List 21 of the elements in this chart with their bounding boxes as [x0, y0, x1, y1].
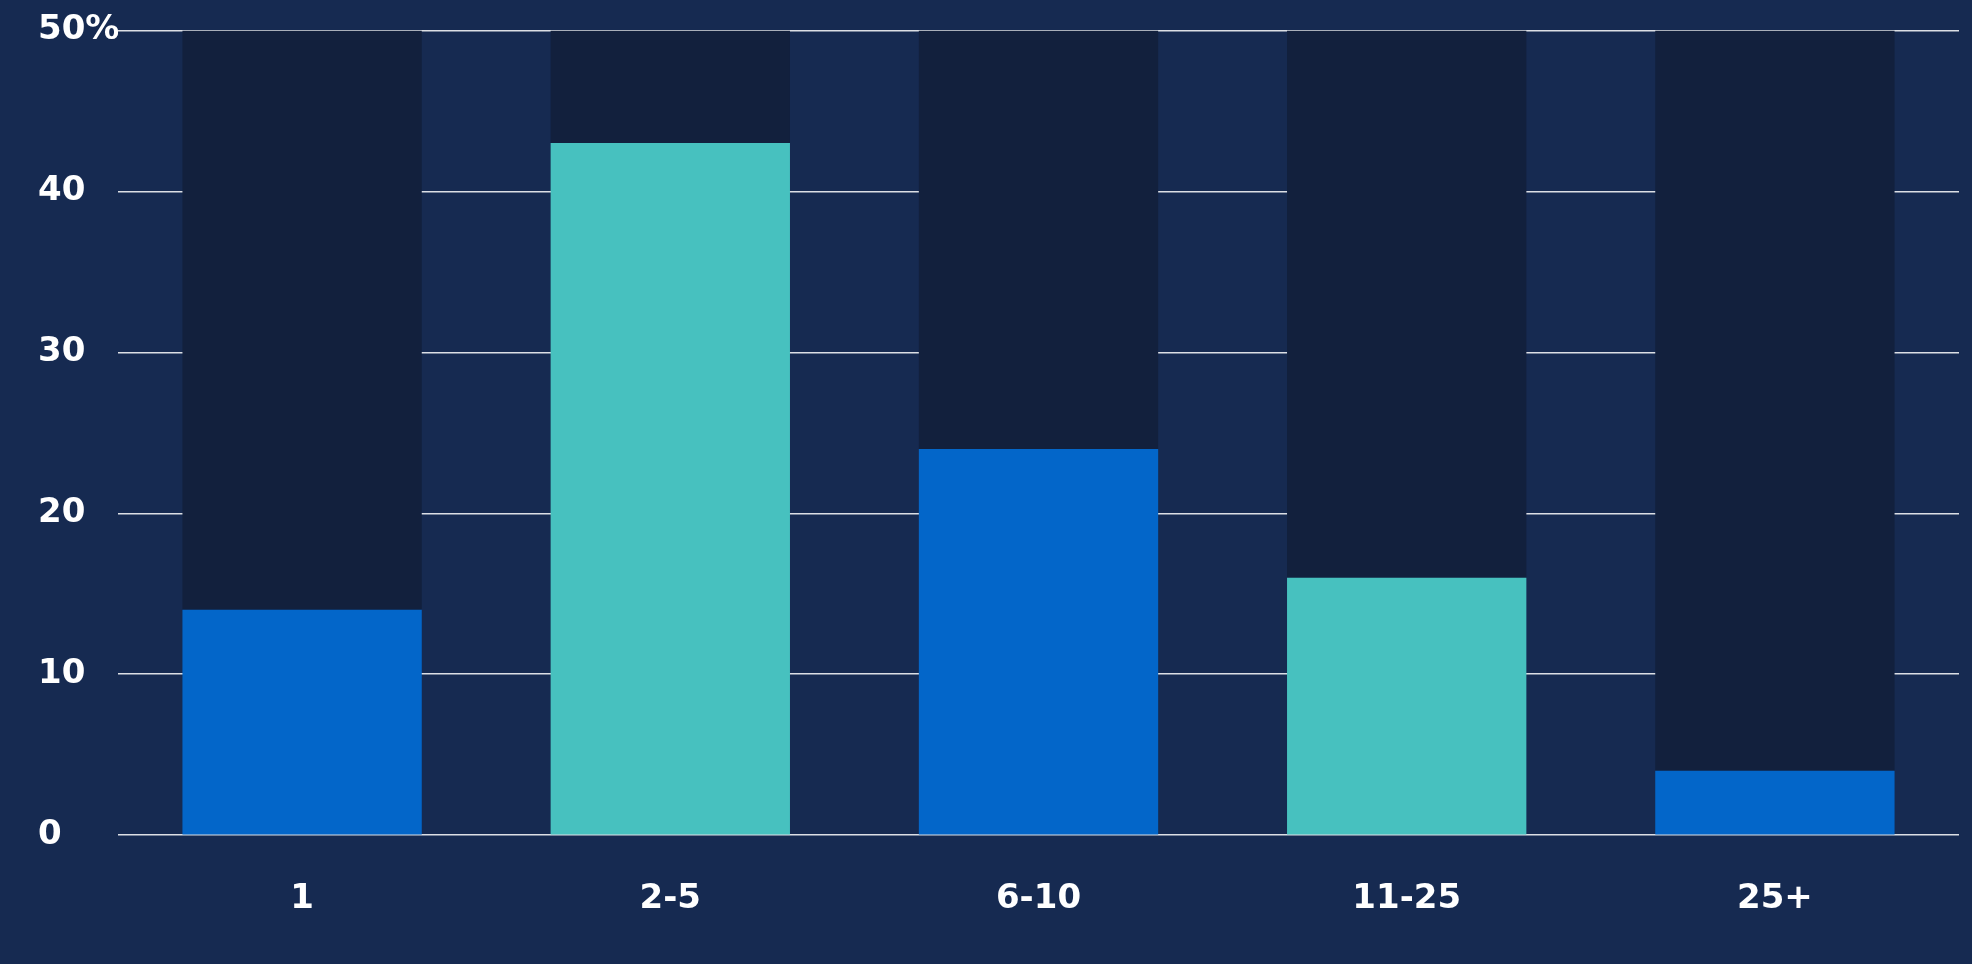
bar	[1287, 577, 1527, 835]
x-tick-label: 1	[290, 876, 314, 917]
x-tick-label: 2-5	[639, 876, 702, 917]
bar	[1655, 30, 1895, 771]
bar	[182, 609, 422, 835]
bar	[1287, 30, 1527, 578]
y-tick-label: 10	[38, 651, 86, 692]
bar	[918, 30, 1159, 449]
y-tick-label: 20	[38, 490, 86, 531]
y-tick-label: 0	[38, 812, 62, 853]
bar	[918, 448, 1159, 835]
y-tick-label: 30	[38, 329, 86, 370]
bar	[550, 30, 790, 144]
y-tick-label: 50%	[38, 7, 120, 48]
x-tick-label: 6-10	[995, 876, 1082, 917]
bar	[182, 30, 422, 610]
x-tick-label: 11-25	[1352, 876, 1462, 917]
bar	[1655, 770, 1895, 835]
bar	[550, 143, 790, 835]
y-tick-label: 40	[38, 168, 86, 209]
x-tick-label: 25+	[1736, 876, 1813, 917]
